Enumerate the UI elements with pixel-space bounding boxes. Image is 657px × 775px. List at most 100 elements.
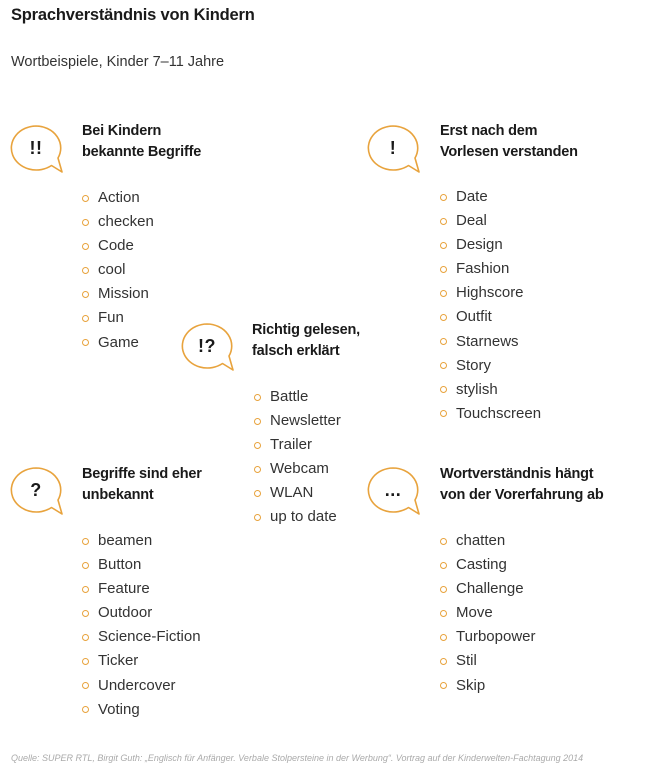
bullet-circle-icon — [440, 585, 447, 593]
list-item: Webcam — [254, 457, 341, 481]
bullet-circle-icon — [82, 609, 89, 617]
list-item: Ticker — [82, 649, 201, 673]
list-item: Outfit — [440, 305, 541, 329]
group-heading-line: Wortverständnis hängt — [440, 466, 594, 482]
speech-bubble-icon: ... — [367, 467, 423, 523]
bullet-circle-icon — [440, 561, 447, 569]
group-heading-line: Begriffe sind eher — [82, 466, 202, 482]
list-item-label: Highscore — [456, 284, 524, 302]
list-item: Highscore — [440, 281, 541, 305]
list-item-label: Mission — [98, 285, 149, 303]
list-item-label: Action — [98, 189, 140, 206]
bullet-circle-icon — [254, 393, 261, 401]
list-item-label: Undercover — [98, 676, 176, 694]
list-item: Button — [82, 553, 201, 577]
word-list: Action checken Code cool Mission Fun Game — [82, 186, 154, 355]
bullet-circle-icon — [440, 313, 447, 321]
list-item: Science-Fiction — [82, 625, 201, 649]
list-item-label: Science-Fiction — [98, 628, 201, 646]
list-item: Deal — [440, 209, 541, 233]
group-heading-line: bekannte Begriffe — [82, 144, 202, 160]
list-item-label: Button — [98, 556, 142, 574]
bubble-symbol: !! — [29, 137, 43, 158]
group-heading: Richtig gelesen, falsch erklärt — [252, 320, 360, 362]
bullet-circle-icon — [440, 609, 447, 617]
bubble-symbol: ... — [384, 479, 402, 500]
list-item: Challenge — [440, 577, 535, 601]
list-item-label: Code — [98, 237, 134, 255]
list-item: Story — [440, 354, 541, 378]
list-item: Action — [82, 186, 154, 210]
bullet-circle-icon — [440, 338, 447, 346]
list-item: Newsletter — [254, 409, 341, 433]
group-heading-line: Bei Kindern — [82, 123, 162, 139]
bullet-circle-icon — [440, 386, 447, 394]
source-note: Quelle: SUPER RTL, Birgit Guth: „Englisc… — [11, 753, 584, 763]
list-item: Feature — [82, 577, 201, 601]
list-item-label: chatten — [456, 532, 506, 549]
list-item-label: Stil — [456, 652, 477, 670]
list-item-label: Design — [456, 236, 503, 254]
list-item: Mission — [82, 282, 154, 306]
group-heading-line: Vorlesen verstanden — [440, 144, 578, 160]
list-item: Code — [82, 234, 154, 258]
bullet-circle-icon — [82, 561, 89, 569]
list-item-label: Turbopower — [456, 628, 536, 646]
list-item: Battle — [254, 385, 341, 409]
list-item-label: Ticker — [98, 652, 139, 670]
bullet-circle-icon — [254, 513, 261, 521]
bullet-circle-icon — [440, 289, 447, 297]
bullet-circle-icon — [440, 537, 447, 545]
list-item: cool — [82, 258, 154, 282]
list-item-label: Outfit — [456, 308, 492, 326]
list-item: Game — [82, 331, 154, 355]
list-item-label: Story — [456, 356, 492, 374]
bullet-circle-icon — [82, 706, 89, 714]
bullet-circle-icon — [440, 633, 447, 641]
bullet-circle-icon — [82, 657, 89, 665]
list-item-label: WLAN — [270, 484, 314, 502]
speech-bubble-icon: ? — [10, 467, 66, 523]
bullet-circle-icon — [82, 194, 89, 202]
group-heading: Bei Kindern bekannte Begriffe — [82, 121, 201, 163]
list-item: Starnews — [440, 330, 541, 354]
group-heading: Wortverständnis hängt von der Vorerfahrun… — [440, 464, 604, 506]
group-heading: Erst nach dem Vorlesen verstanden — [440, 121, 578, 163]
group-heading-line: von der Vorerfahrung ab — [440, 487, 604, 503]
word-list: Date Deal Design Fashion Highscore Outfit Star… — [440, 185, 541, 426]
list-item-label: Casting — [456, 556, 507, 574]
list-item: Undercover — [82, 674, 201, 698]
bullet-circle-icon — [440, 241, 447, 249]
group-heading-line: Richtig gelesen, — [252, 322, 360, 338]
bullet-circle-icon — [254, 441, 261, 449]
word-list: Battle Newsletter Trailer Webcam WLAN up to d… — [254, 385, 341, 530]
list-item: Skip — [440, 674, 535, 698]
bullet-circle-icon — [440, 265, 447, 273]
speech-bubble-icon: ! — [367, 125, 423, 181]
bullet-circle-icon — [82, 537, 89, 545]
list-item-label: Move — [456, 604, 493, 622]
bullet-circle-icon — [82, 585, 89, 593]
bullet-circle-icon — [82, 242, 89, 250]
group-heading-line: falsch erklärt — [252, 343, 340, 359]
bullet-circle-icon — [82, 266, 89, 274]
list-item-label: Starnews — [456, 332, 519, 350]
bullet-circle-icon — [82, 339, 89, 347]
bullet-circle-icon — [82, 314, 89, 322]
bullet-circle-icon — [82, 218, 89, 226]
list-item: Trailer — [254, 433, 341, 457]
list-item: Touchscreen — [440, 402, 541, 426]
list-item-label: up to date — [270, 508, 337, 526]
group-heading-line: Erst nach dem — [440, 123, 538, 139]
list-item: up to date — [254, 505, 341, 529]
list-item-label: Voting — [98, 700, 140, 718]
list-item: Date — [440, 185, 541, 209]
list-item-label: Touchscreen — [456, 404, 542, 422]
bullet-circle-icon — [440, 410, 447, 418]
list-item: Stil — [440, 649, 535, 673]
list-item-label: stylish — [456, 380, 498, 398]
group-heading-line: unbekannt — [82, 487, 154, 503]
page-subtitle: Wortbeispiele, Kinder 7–11 Jahre — [11, 54, 225, 70]
speech-bubble-icon: !! — [10, 125, 66, 181]
list-item-label: Skip — [456, 676, 486, 694]
